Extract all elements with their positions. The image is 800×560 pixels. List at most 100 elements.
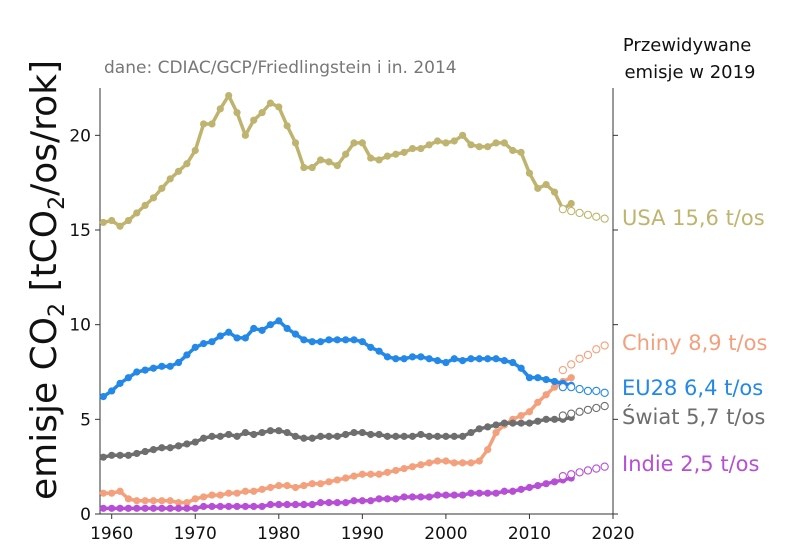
data-point-chiny	[442, 457, 450, 465]
data-point-indie	[392, 495, 400, 503]
data-point-indie	[133, 504, 141, 512]
data-point-eu28	[433, 357, 442, 365]
data-point-indie	[542, 480, 550, 488]
data-point-usa	[500, 139, 508, 147]
data-point-indie	[517, 485, 525, 493]
data-point--wiat	[200, 434, 208, 442]
projection-point--wiat	[600, 401, 609, 411]
data-point-eu28	[450, 355, 458, 363]
data-point-indie	[433, 491, 442, 499]
data-point--wiat	[316, 432, 325, 440]
data-point-chiny	[300, 482, 308, 490]
data-point-eu28	[141, 366, 149, 374]
data-point-chiny	[517, 411, 525, 420]
forecast-note: Przewidywane emisje w 2019	[623, 35, 757, 83]
data-point--wiat	[158, 444, 166, 452]
data-point-chiny	[450, 459, 458, 467]
data-point-chiny	[191, 495, 199, 503]
series-label-chiny: Chiny 8,9 t/os	[622, 331, 767, 355]
data-point-chiny	[333, 476, 341, 484]
data-point-chiny	[124, 495, 133, 503]
data-point--wiat	[542, 415, 550, 423]
projection-point-usa	[575, 208, 584, 218]
data-point-eu28	[517, 364, 525, 372]
data-point-eu28	[99, 393, 107, 401]
data-point-usa	[383, 152, 392, 160]
data-point-eu28	[400, 355, 408, 363]
data-point-indie	[383, 495, 392, 503]
data-point-usa	[459, 131, 467, 139]
data-point-eu28	[542, 375, 550, 384]
data-point-usa	[258, 109, 266, 117]
data-point-usa	[408, 144, 417, 153]
data-point-chiny	[350, 472, 358, 480]
series-line-chiny	[103, 376, 572, 505]
projection-point--wiat	[567, 409, 576, 418]
data-point--wiat	[124, 451, 133, 459]
y-axis-label-sub2: 2	[45, 196, 70, 210]
data-point--wiat	[333, 432, 341, 440]
data-point-usa	[433, 137, 442, 145]
data-point-chiny	[241, 487, 249, 495]
data-point-indie	[500, 487, 508, 495]
data-point-eu28	[308, 338, 316, 346]
data-point-eu28	[358, 338, 366, 346]
data-point-indie	[291, 500, 300, 509]
data-point-chiny	[208, 491, 216, 499]
data-point-chiny	[183, 499, 191, 507]
data-point-chiny	[417, 461, 425, 469]
series-usa	[99, 91, 609, 230]
x-tick-label: 1970	[174, 524, 217, 544]
data-point-eu28	[325, 336, 333, 344]
projection-point-indie	[592, 464, 601, 473]
y-axis-label: emisje CO2 [tCO2/os/rok]	[24, 60, 70, 500]
series-line-usa	[102, 93, 573, 228]
data-point-chiny	[325, 478, 333, 486]
data-point-chiny	[392, 466, 400, 475]
data-point--wiat	[350, 428, 358, 437]
data-point-usa	[133, 209, 141, 217]
data-point-usa	[350, 139, 358, 147]
data-point-chiny	[99, 489, 107, 497]
data-point--wiat	[475, 425, 483, 433]
data-point-indie	[108, 504, 116, 512]
series-label-eu28: EU28 6,4 t/os	[622, 376, 763, 400]
data-point-chiny	[225, 489, 233, 497]
y-tick-label: 0	[80, 505, 91, 525]
data-point-usa	[417, 144, 425, 153]
data-point-indie	[149, 504, 158, 512]
data-point-indie	[417, 493, 425, 501]
data-point-eu28	[333, 336, 341, 344]
data-point-indie	[225, 502, 233, 511]
data-point-indie	[350, 497, 358, 505]
data-point-eu28	[500, 357, 508, 365]
data-point-eu28	[475, 355, 483, 363]
data-point--wiat	[550, 415, 559, 423]
data-point-chiny	[216, 491, 224, 499]
projection-point-indie	[600, 462, 609, 471]
data-point-chiny	[550, 383, 559, 391]
data-point-eu28	[459, 357, 467, 365]
projection-point-usa	[558, 205, 568, 214]
data-point-indie	[266, 500, 275, 509]
data-point-eu28	[241, 334, 249, 342]
data-point-usa	[116, 222, 124, 230]
data-point-indie	[208, 502, 216, 511]
data-point-eu28	[316, 338, 325, 346]
projection-point-eu28	[567, 382, 576, 392]
projection-point-chiny	[600, 341, 609, 350]
data-point-indie	[342, 499, 350, 507]
data-point-eu28	[375, 347, 383, 355]
data-point--wiat	[492, 421, 500, 429]
data-point-usa	[484, 143, 492, 151]
data-point-indie	[174, 504, 183, 512]
projection-point-eu28	[600, 388, 609, 397]
projection-point-chiny	[558, 365, 568, 375]
forecast-note-line-2: emisje w 2019	[624, 62, 755, 83]
data-point-chiny	[534, 398, 542, 406]
data-point-indie	[99, 504, 107, 512]
data-point-usa	[174, 167, 183, 175]
data-point-usa	[542, 180, 550, 189]
data-point-usa	[225, 91, 233, 100]
data-point-eu28	[383, 353, 392, 361]
